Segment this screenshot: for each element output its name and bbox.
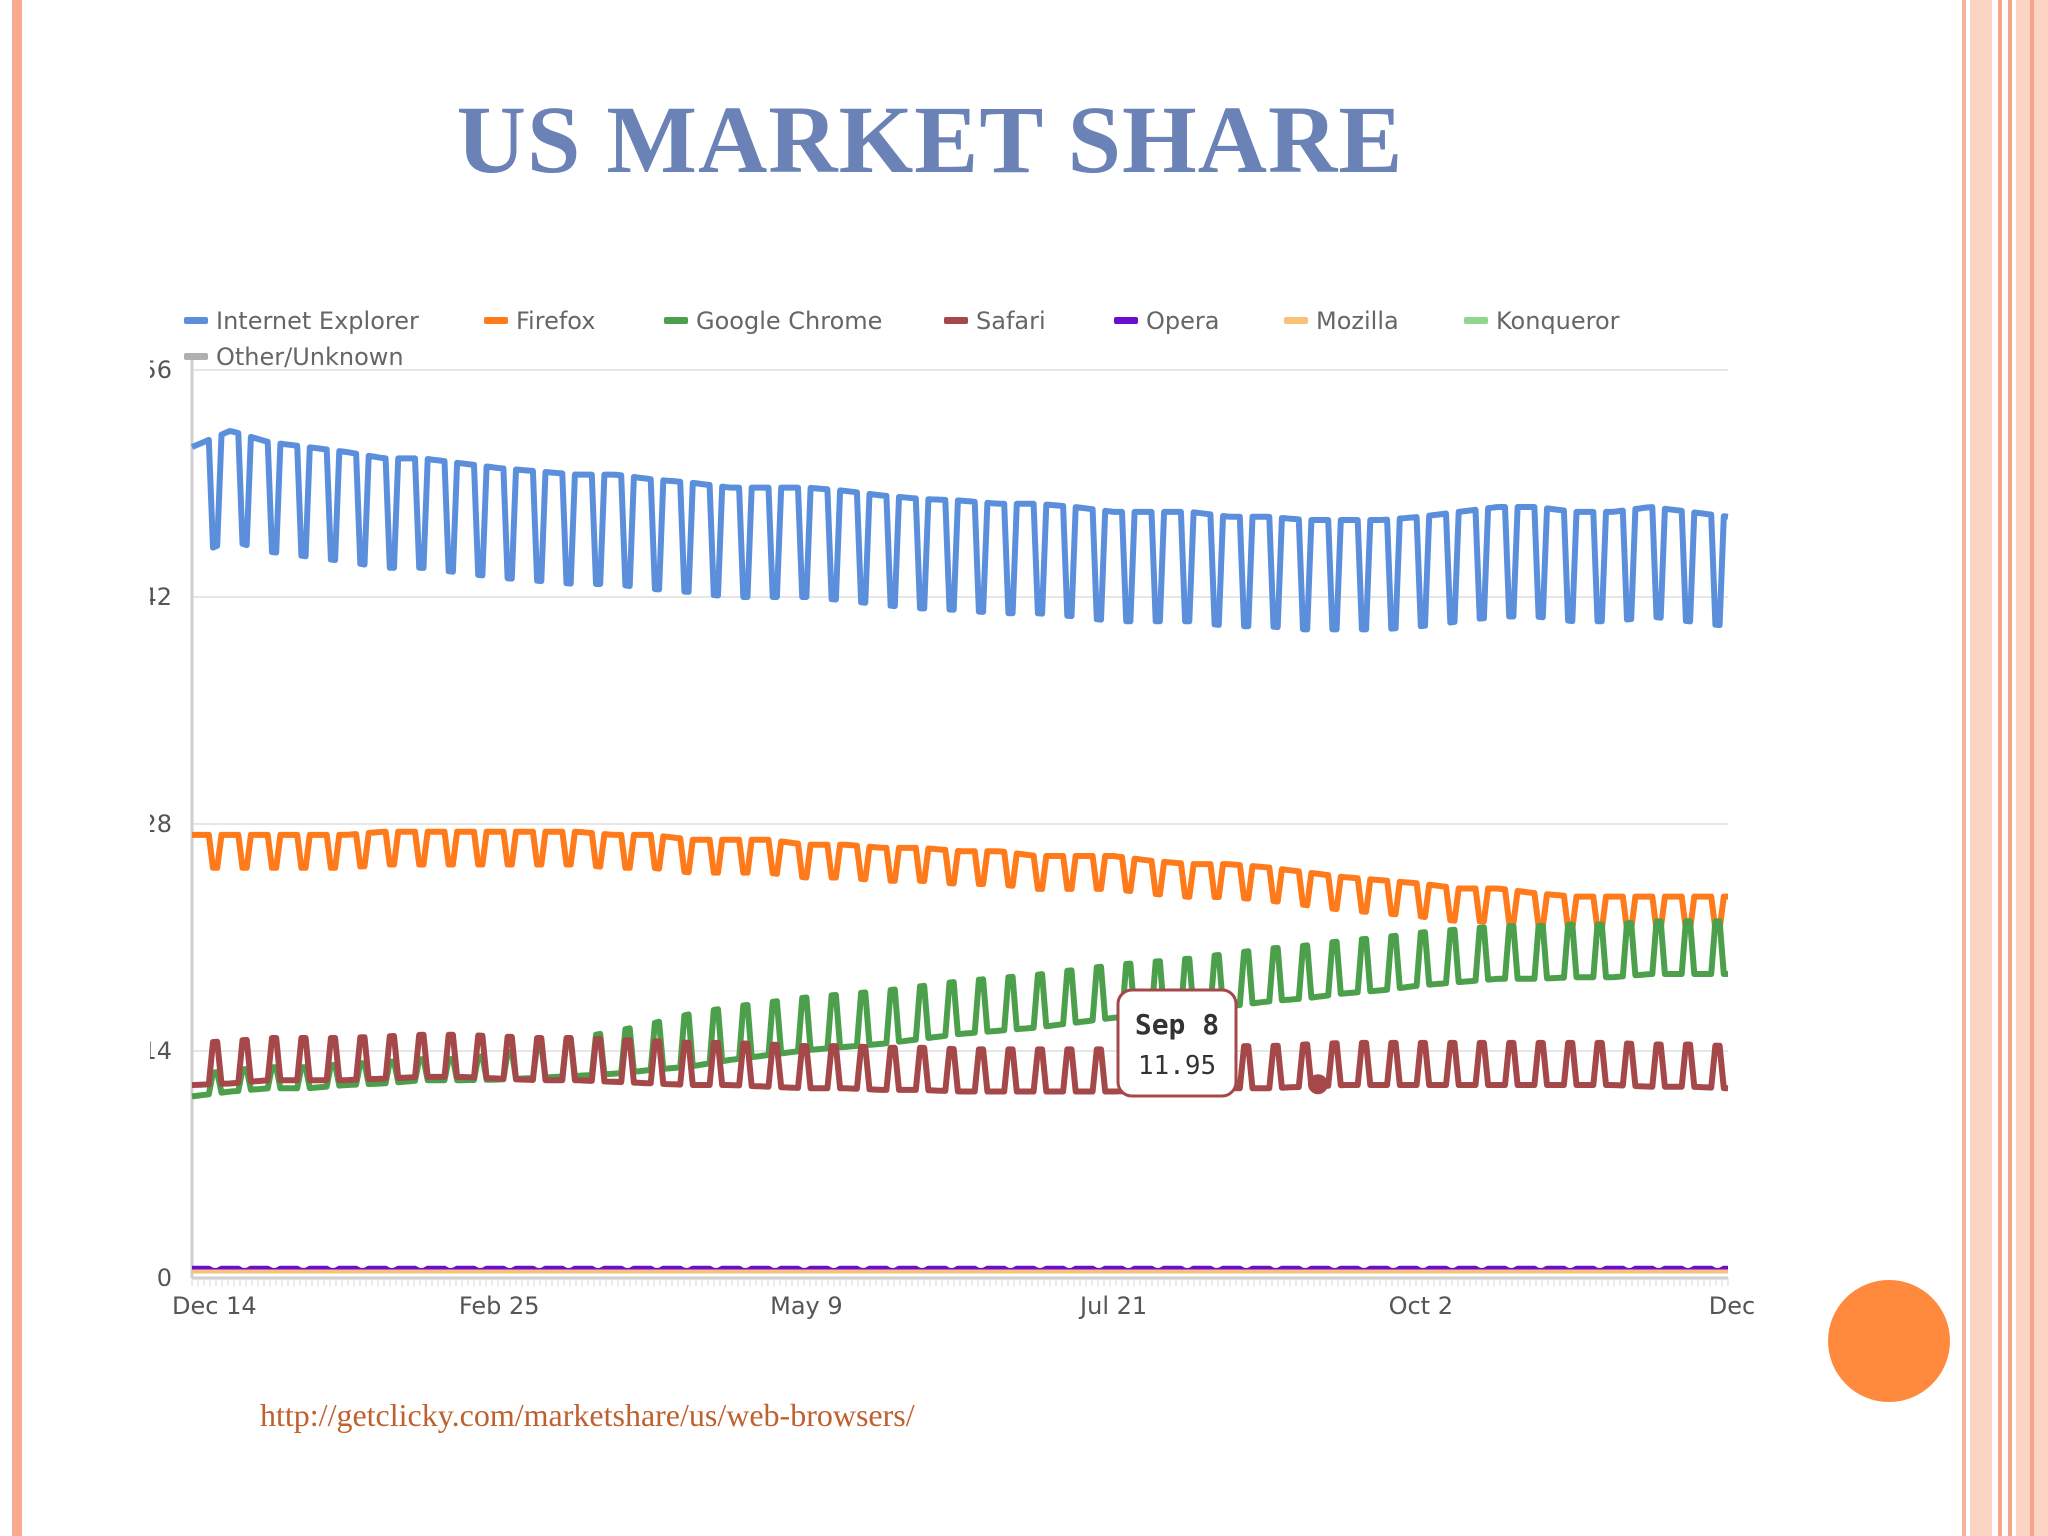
legend-label-firefox: Firefox xyxy=(516,307,595,335)
x-tick-label: Dec xyxy=(1709,1292,1755,1320)
x-tick-label: Feb 25 xyxy=(459,1292,540,1320)
chart-svg: 0 14 28 42 56 Dec 14 Feb 25 May 9 Jul 21 Oct 2 Dec… xyxy=(150,307,1755,1320)
legend-swatch-internet-explorer xyxy=(184,317,208,324)
legend-label-internet-explorer: Internet Explorer xyxy=(216,307,419,335)
series-line-firefox xyxy=(192,828,1728,933)
tooltip-date: Sep 8 xyxy=(1135,1008,1219,1041)
tooltip-value: 11.95 xyxy=(1138,1051,1216,1081)
legend-label-safari: Safari xyxy=(976,307,1046,335)
x-tick-label: Jul 21 xyxy=(1078,1292,1147,1320)
tooltip-point xyxy=(1308,1074,1328,1095)
x-tick-label: Dec 14 xyxy=(172,1292,257,1320)
slide-right-stripe xyxy=(2030,0,2034,1536)
legend-label-opera: Opera xyxy=(1146,307,1219,335)
series-line-safari xyxy=(191,1031,1729,1095)
legend-swatch-opera xyxy=(1114,317,1138,324)
series-line-google-chrome xyxy=(191,918,1728,1100)
legend-label-konqueror: Konqueror xyxy=(1496,307,1620,335)
y-tick-label: 14 xyxy=(150,1037,172,1065)
legend-swatch-mozilla xyxy=(1284,317,1308,324)
legend-label-google-chrome: Google Chrome xyxy=(696,307,882,335)
tooltip-box xyxy=(1116,988,1238,1098)
decorative-circle xyxy=(1828,1280,1950,1402)
y-tick-label: 42 xyxy=(150,583,172,611)
legend-swatch-safari xyxy=(944,317,968,324)
slide-title: US MARKET SHARE xyxy=(456,86,1404,193)
x-tick-label: May 9 xyxy=(770,1292,843,1320)
source-link[interactable]: http://getclicky.com/marketshare/us/web-… xyxy=(260,1397,915,1433)
y-tick-label: 56 xyxy=(150,356,172,384)
slide-right-stripe xyxy=(2008,0,2012,1536)
legend-swatch-firefox xyxy=(484,317,508,324)
y-tick-label: 0 xyxy=(157,1264,172,1292)
slide-left-border xyxy=(12,0,22,1536)
legend-swatch-other-unknown xyxy=(184,353,208,360)
series-line-internet-explorer xyxy=(190,428,1729,633)
slide-right-stripe xyxy=(1962,0,1966,1536)
legend-swatch-google-chrome xyxy=(664,317,688,324)
y-tick-label: 28 xyxy=(150,810,172,838)
x-tick-label: Oct 2 xyxy=(1389,1292,1453,1320)
legend-label-mozilla: Mozilla xyxy=(1316,307,1399,335)
slide-right-stripe xyxy=(1998,0,2002,1536)
legend-swatch-konqueror xyxy=(1464,317,1488,324)
slide-right-stripe xyxy=(1970,0,1992,1536)
market-share-chart: 0 14 28 42 56 Dec 14 Feb 25 May 9 Jul 21 Oct 2 Dec… xyxy=(150,290,1770,1340)
legend-label-other-unknown: Other/Unknown xyxy=(216,343,404,371)
